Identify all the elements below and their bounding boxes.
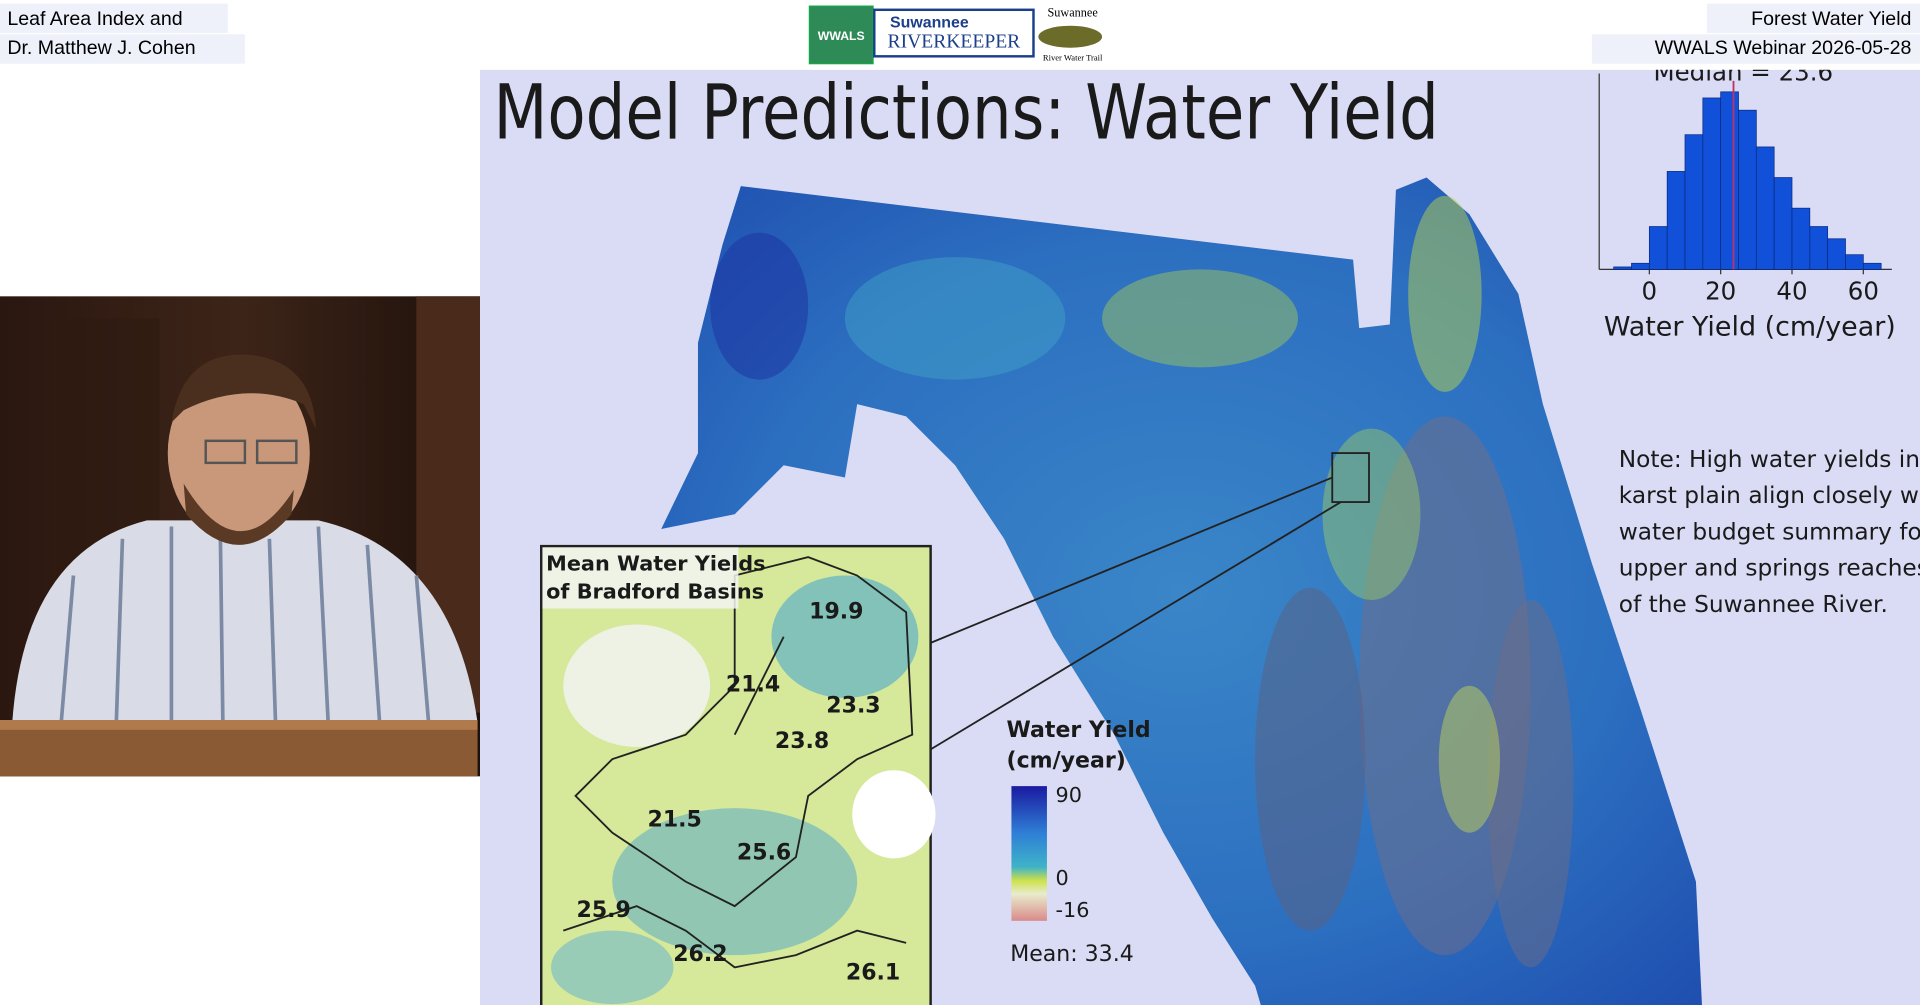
basin-value: 26.1 xyxy=(846,960,900,985)
hist-bar xyxy=(1773,177,1793,270)
basin-value: 26.2 xyxy=(673,942,727,967)
legend-title: Water Yield xyxy=(1007,718,1151,743)
slide-title: Model Predictions: Water Yield xyxy=(493,69,1438,157)
inset-title: of Bradford Basins xyxy=(546,580,764,604)
x-tick-label: 0 xyxy=(1642,277,1658,306)
histogram: 0 20 40 60 Median = 23.6 xyxy=(1598,57,1892,306)
hist-bar xyxy=(1613,266,1632,270)
hist-bar xyxy=(1702,97,1722,270)
hist-bar xyxy=(1809,226,1829,270)
logo xyxy=(873,8,1035,58)
header-left: Dr. Matthew J. Cohen xyxy=(7,37,195,59)
hist-x-label: Water Yield (cm/year) xyxy=(1604,312,1896,343)
basin-value: 23.8 xyxy=(775,729,829,754)
basin-value: 25.6 xyxy=(737,840,791,865)
x-tick-label: 60 xyxy=(1848,277,1879,306)
colorbar xyxy=(1011,786,1047,921)
basin-value: 21.5 xyxy=(648,807,702,832)
slide: Model Predictions: Water Yield xyxy=(480,57,1920,1005)
basin-value: 19.9 xyxy=(809,599,863,624)
logo-text: Suwannee xyxy=(1048,5,1098,19)
inset-title: Mean Water Yields xyxy=(546,551,765,575)
colorbar-label: 90 xyxy=(1056,783,1082,807)
logo-text: Suwannee xyxy=(890,14,969,31)
note-line: Note: High water yields in xyxy=(1619,446,1920,473)
basin-value: 25.9 xyxy=(576,898,630,923)
header-right: WWALS Webinar 2026-05-28 xyxy=(1655,37,1912,59)
logo-text: River Water Trail xyxy=(1043,53,1103,63)
frame: Leaf Area Index and Dr. Matthew J. Cohen… xyxy=(0,3,1920,1005)
inset: Mean Water Yields of Bradford Basins 19.… xyxy=(540,544,936,1005)
hist-bar xyxy=(1684,134,1704,270)
note-line: upper and springs reaches xyxy=(1619,555,1920,582)
legend-title: (cm/year) xyxy=(1007,749,1126,774)
hist-bar xyxy=(1738,109,1757,270)
hist-bar xyxy=(1648,226,1668,270)
hist-bar xyxy=(1862,262,1882,270)
note-line: of the Suwannee River. xyxy=(1619,591,1888,618)
x-tick-label: 20 xyxy=(1705,277,1736,306)
hist-bar xyxy=(1827,238,1846,270)
header-bg xyxy=(0,34,245,64)
hist-bar xyxy=(1755,146,1775,270)
hist-bar xyxy=(1720,91,1739,270)
header-left: Leaf Area Index and xyxy=(7,8,182,30)
hist-bar xyxy=(1666,171,1686,270)
header-bg xyxy=(1706,3,1920,34)
logo-text: RIVERKEEPER xyxy=(888,31,1022,52)
header-bg xyxy=(0,3,228,34)
hist-bar xyxy=(1631,262,1650,270)
basin-value: 23.3 xyxy=(826,694,880,719)
colorbar-label: -16 xyxy=(1056,898,1090,922)
note-line: karst plain align closely with xyxy=(1619,482,1920,509)
legend-mean: Mean: 33.4 xyxy=(1010,942,1134,967)
logo-text: WWALS xyxy=(818,29,865,43)
hist-bar xyxy=(1845,254,1864,270)
median-label: Median = 23.6 xyxy=(1654,57,1834,86)
basin-value: 21.4 xyxy=(726,673,780,698)
map xyxy=(661,177,1702,1005)
note-line: water budget summary for xyxy=(1619,518,1920,545)
speaker-video xyxy=(0,296,481,777)
hist-bar xyxy=(1791,207,1811,270)
x-tick-label: 40 xyxy=(1776,277,1807,306)
logo-fish xyxy=(1038,25,1103,48)
colorbar-label: 0 xyxy=(1056,866,1069,890)
header-bg xyxy=(1591,34,1920,64)
logo xyxy=(808,5,874,65)
header-right: Forest Water Yield xyxy=(1751,8,1911,30)
